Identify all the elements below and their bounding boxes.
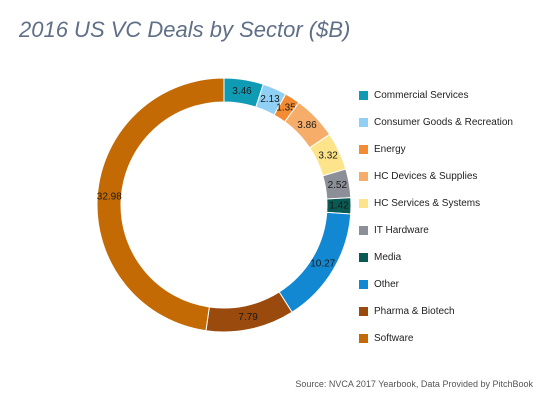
- legend-item-hc-services-and-systems: HC Services & Systems: [359, 190, 513, 217]
- data-label-consumer-goods-and-recreation: 2.13: [260, 94, 280, 105]
- legend-label: Pharma & Biotech: [374, 306, 455, 317]
- legend-item-media: Media: [359, 244, 513, 271]
- legend-label: Consumer Goods & Recreation: [374, 117, 513, 128]
- data-label-hc-devices-and-supplies: 3.86: [297, 120, 317, 131]
- chart-legend: Commercial Services Consumer Goods & Recr…: [359, 82, 513, 352]
- legend-swatch: [359, 334, 368, 343]
- legend-item-consumer-goods-and-recreation: Consumer Goods & Recreation: [359, 109, 513, 136]
- legend-label: Software: [374, 333, 414, 344]
- legend-swatch: [359, 253, 368, 262]
- data-label-other: 10.27: [310, 258, 335, 269]
- legend-item-it-hardware: IT Hardware: [359, 217, 513, 244]
- data-label-hc-services-and-systems: 3.32: [318, 151, 338, 162]
- legend-swatch: [359, 145, 368, 154]
- legend-label: HC Services & Systems: [374, 198, 481, 209]
- legend-label: Energy: [374, 144, 406, 155]
- legend-swatch: [359, 280, 368, 289]
- slice-software: [96, 77, 225, 332]
- legend-label: IT Hardware: [374, 225, 429, 236]
- legend-item-other: Other: [359, 271, 513, 298]
- legend-item-energy: Energy: [359, 136, 513, 163]
- legend-swatch: [359, 118, 368, 127]
- legend-item-software: Software: [359, 325, 513, 352]
- data-label-energy: 1.35: [276, 103, 296, 114]
- data-label-it-hardware: 2.52: [328, 180, 348, 191]
- chart-title: 2016 US VC Deals by Sector ($B): [19, 17, 351, 42]
- legend-label: Media: [374, 252, 402, 263]
- data-label-media: 1.42: [329, 200, 349, 211]
- legend-swatch: [359, 199, 368, 208]
- legend-swatch: [359, 91, 368, 100]
- data-label-software: 32.98: [97, 191, 122, 202]
- legend-item-hc-devices-and-supplies: HC Devices & Supplies: [359, 163, 513, 190]
- legend-item-commercial-services: Commercial Services: [359, 82, 513, 109]
- data-label-pharma-and-biotech: 7.79: [238, 312, 258, 323]
- legend-item-pharma-and-biotech: Pharma & Biotech: [359, 298, 513, 325]
- legend-swatch: [359, 226, 368, 235]
- legend-label: Commercial Services: [374, 90, 469, 101]
- data-label-commercial-services: 3.46: [232, 86, 252, 97]
- legend-swatch: [359, 307, 368, 316]
- source-note: Source: NVCA 2017 Yearbook, Data Provide…: [295, 379, 533, 389]
- legend-label: HC Devices & Supplies: [374, 171, 478, 182]
- legend-label: Other: [374, 279, 400, 290]
- legend-swatch: [359, 172, 368, 181]
